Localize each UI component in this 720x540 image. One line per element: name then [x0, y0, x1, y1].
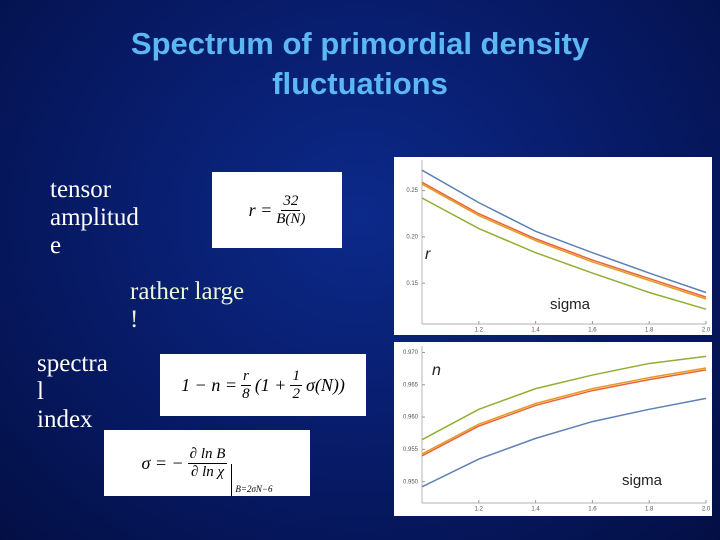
- label-line: amplitud: [50, 204, 139, 231]
- y-tick-label: 0.25: [406, 188, 418, 194]
- denominator: B(N): [276, 210, 306, 227]
- formula-subscript: B=2σN−6: [231, 464, 273, 496]
- formula-text: σ = −: [141, 452, 184, 473]
- numerator: r: [240, 367, 251, 386]
- label-line: l: [37, 378, 44, 405]
- series-line: [421, 183, 707, 300]
- y-axis-label: r: [425, 246, 431, 263]
- y-tick-label: 0.955: [403, 447, 419, 453]
- label-line: e: [50, 232, 62, 259]
- x-tick-label: 2.0: [702, 507, 711, 513]
- series-line: [421, 397, 707, 488]
- formula-text: σ(N)): [305, 374, 345, 395]
- note-label: rather large !: [130, 278, 244, 334]
- label-line: !: [130, 306, 139, 333]
- formula: σ = − ∂ ln B ∂ ln χ B=2σN−6: [104, 430, 310, 496]
- x-tick-label: 1.4: [531, 507, 540, 513]
- x-tick-label: 1.2: [475, 328, 484, 334]
- label-line: tensor: [50, 176, 112, 203]
- series-line: [421, 355, 707, 441]
- y-tick-label: 0.970: [403, 350, 419, 356]
- series-line: [421, 197, 707, 310]
- y-tick-label: 0.965: [403, 382, 419, 388]
- slide-title: Spectrum of primordial density fluctuati…: [130, 26, 590, 101]
- formula-text: 1 − n =: [181, 374, 237, 395]
- x-tick-label: 1.8: [645, 328, 654, 334]
- label-line: spectra: [37, 350, 108, 377]
- chart-background: [394, 342, 712, 516]
- y-tick-label: 0.950: [403, 479, 419, 485]
- formula: r = 32 B(N): [212, 172, 342, 248]
- y-tick-label: 0.960: [403, 415, 419, 421]
- x-tick-label: 1.8: [645, 507, 654, 513]
- series-line: [421, 367, 707, 455]
- spectral-label: spectra l index: [37, 350, 108, 434]
- denominator: 2: [292, 385, 300, 402]
- tensor-label: tensor amplitud e: [50, 176, 139, 260]
- x-axis-label: sigma: [622, 472, 663, 489]
- label-line: rather large: [130, 278, 245, 305]
- series-line: [421, 369, 707, 457]
- formula-text: r =: [248, 199, 273, 220]
- x-tick-label: 1.4: [531, 328, 540, 334]
- denominator: ∂ ln χ: [190, 463, 225, 480]
- x-axis-label: sigma: [550, 296, 591, 313]
- x-tick-label: 1.2: [475, 507, 484, 513]
- formula-text: (1 +: [254, 374, 287, 395]
- numerator: 32: [281, 192, 301, 211]
- numerator: 1: [290, 367, 302, 386]
- label-line: index: [37, 406, 93, 433]
- x-tick-label: 2.0: [702, 328, 711, 334]
- y-tick-label: 0.15: [406, 281, 418, 287]
- denominator: 8: [242, 385, 250, 402]
- series-line: [421, 169, 707, 294]
- numerator: ∂ ln B: [187, 445, 228, 464]
- y-axis-label: n: [432, 362, 441, 379]
- y-tick-label: 0.20: [406, 234, 418, 240]
- x-tick-label: 1.6: [588, 328, 597, 334]
- series-line: [421, 181, 707, 298]
- x-tick-label: 1.6: [588, 507, 597, 513]
